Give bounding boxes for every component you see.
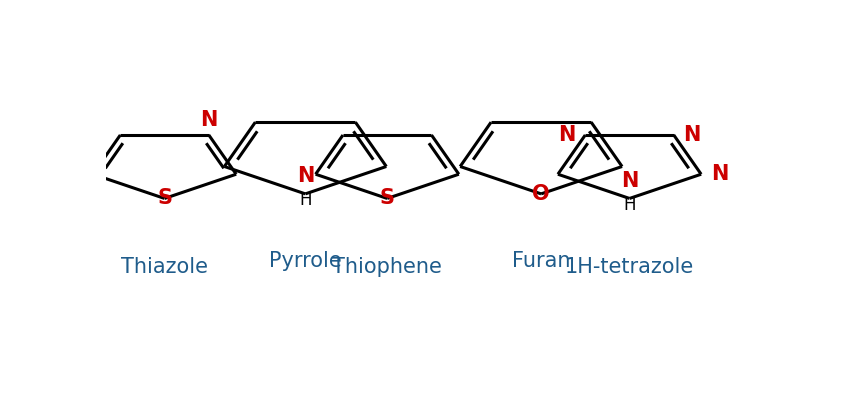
Text: Pyrrole: Pyrrole (268, 251, 341, 271)
Text: S: S (157, 188, 172, 208)
Text: N: N (557, 125, 575, 145)
Text: O: O (532, 184, 549, 204)
Text: N: N (296, 166, 314, 186)
Text: Thiophene: Thiophene (332, 257, 441, 277)
Text: N: N (620, 171, 637, 191)
Text: N: N (683, 125, 701, 145)
Text: N: N (200, 110, 217, 130)
Text: Furan: Furan (511, 251, 570, 271)
Text: H: H (623, 196, 635, 214)
Text: Thiazole: Thiazole (121, 257, 208, 277)
Text: H: H (299, 191, 311, 209)
Text: N: N (710, 164, 728, 184)
Text: S: S (379, 188, 394, 208)
Text: 1H-tetrazole: 1H-tetrazole (565, 257, 693, 277)
